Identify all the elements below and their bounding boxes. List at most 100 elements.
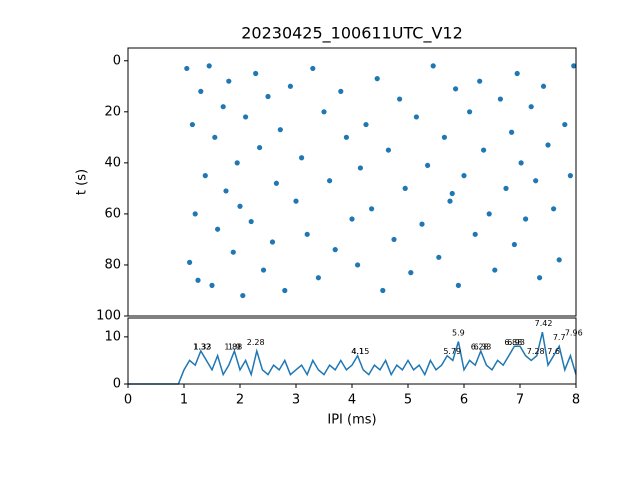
point — [511, 241, 517, 248]
point — [540, 83, 547, 89]
point — [369, 206, 375, 212]
point — [514, 70, 520, 77]
point — [355, 262, 361, 268]
point — [425, 162, 431, 169]
point — [240, 292, 246, 299]
peak-label: 1.33 — [194, 343, 212, 352]
point — [234, 160, 240, 166]
point — [315, 275, 321, 281]
y-tick-label: 0 — [113, 53, 121, 68]
point — [472, 231, 478, 237]
peak-label: 2.28 — [247, 338, 265, 347]
point — [374, 76, 380, 82]
point — [461, 173, 467, 179]
point — [253, 70, 259, 77]
y-tick-label: 20 — [104, 104, 121, 119]
point — [209, 282, 215, 288]
point — [343, 134, 349, 140]
point — [551, 206, 557, 212]
point — [449, 190, 455, 197]
point — [299, 155, 305, 161]
point — [523, 216, 529, 222]
point — [447, 198, 453, 204]
y-tick-label: 0 — [113, 377, 121, 392]
y-tick-label: 100 — [96, 309, 121, 324]
peak-label: 6.88 — [504, 338, 522, 347]
peak-label: 5.9 — [452, 328, 465, 337]
point — [321, 109, 327, 115]
point — [413, 114, 419, 120]
peak-label: 6.33 — [474, 343, 492, 352]
point — [477, 78, 483, 84]
peak-label: 7.6 — [547, 347, 560, 356]
point — [192, 211, 198, 217]
point — [357, 165, 363, 171]
point — [212, 134, 218, 140]
point — [223, 188, 229, 194]
peak-label: 7.96 — [565, 328, 583, 337]
point — [571, 63, 577, 69]
x-tick-label: 8 — [572, 393, 580, 408]
point — [206, 63, 212, 69]
point — [503, 185, 509, 191]
x-axis-label: IPI (ms) — [327, 413, 376, 428]
axes-frame — [127, 47, 577, 317]
point — [436, 254, 442, 260]
point — [567, 173, 574, 179]
point — [402, 185, 408, 191]
y-axis-label: t (s) — [75, 169, 90, 195]
point — [430, 63, 436, 69]
x-tick-label: 0 — [124, 393, 132, 408]
point — [349, 216, 355, 222]
point — [293, 198, 299, 204]
point — [455, 282, 461, 288]
point — [533, 178, 539, 184]
point — [537, 275, 543, 281]
point — [467, 109, 473, 115]
point — [187, 259, 193, 265]
x-tick-label: 1 — [180, 393, 188, 408]
point — [486, 211, 492, 217]
peak-label: 4.1 — [351, 347, 364, 356]
x-tick-label: 2 — [236, 393, 244, 408]
peak-label: 1.32 — [193, 343, 211, 352]
point — [518, 160, 524, 166]
point — [198, 88, 204, 94]
point — [243, 114, 249, 120]
x-tick-label: 6 — [460, 393, 468, 408]
point — [332, 247, 338, 253]
point — [184, 65, 190, 72]
point — [189, 121, 195, 128]
point — [556, 257, 562, 263]
y-tick-label: 10 — [104, 329, 121, 344]
peak-label: 7.42 — [535, 319, 553, 328]
point — [481, 147, 487, 153]
peak-label: 6.28 — [471, 343, 489, 352]
point — [202, 173, 208, 179]
x-tick-label: 5 — [404, 393, 412, 408]
point — [562, 121, 568, 128]
peak-label: 7.7 — [553, 333, 566, 342]
point — [215, 226, 221, 232]
point — [230, 249, 236, 255]
y-tick-label: 80 — [104, 257, 121, 272]
x-tick-label: 4 — [348, 393, 356, 408]
point — [265, 93, 271, 100]
point — [287, 83, 293, 89]
x-tick-label: 3 — [292, 393, 300, 408]
point — [497, 96, 503, 102]
point — [391, 236, 397, 243]
point — [277, 127, 283, 133]
x-tick-label: 7 — [516, 393, 524, 408]
point — [509, 129, 515, 135]
point — [304, 231, 310, 237]
peak-label: 5.79 — [443, 347, 461, 356]
point — [363, 121, 369, 128]
point — [327, 178, 333, 184]
point — [237, 203, 243, 209]
chart-title: 20230425_100611UTC_V12 — [241, 24, 463, 44]
point — [195, 277, 201, 283]
point — [453, 86, 459, 92]
y-tick-label: 60 — [104, 206, 121, 221]
